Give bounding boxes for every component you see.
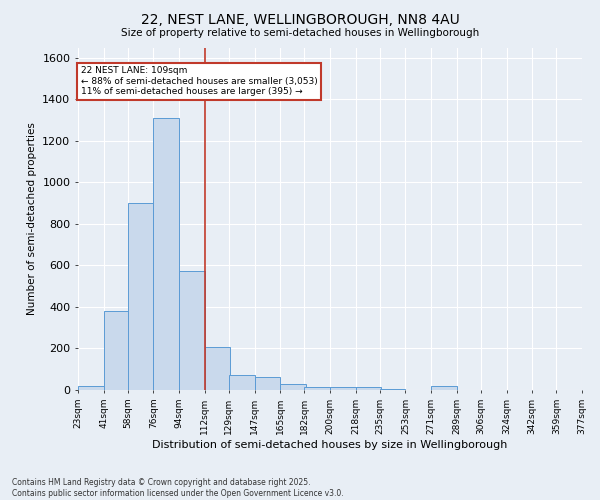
Text: Size of property relative to semi-detached houses in Wellingborough: Size of property relative to semi-detach…	[121, 28, 479, 38]
Bar	[356, 387, 381, 390]
Bar	[104, 311, 129, 390]
Text: 22 NEST LANE: 109sqm
← 88% of semi-detached houses are smaller (3,053)
11% of se: 22 NEST LANE: 109sqm ← 88% of semi-detac…	[81, 66, 317, 96]
Text: Contains HM Land Registry data © Crown copyright and database right 2025.
Contai: Contains HM Land Registry data © Crown c…	[12, 478, 344, 498]
Text: 22, NEST LANE, WELLINGBOROUGH, NN8 4AU: 22, NEST LANE, WELLINGBOROUGH, NN8 4AU	[140, 12, 460, 26]
Bar	[205, 348, 230, 390]
Bar	[154, 118, 179, 390]
Bar	[229, 376, 254, 390]
X-axis label: Distribution of semi-detached houses by size in Wellingborough: Distribution of semi-detached houses by …	[152, 440, 508, 450]
Bar	[380, 389, 406, 390]
Bar	[128, 203, 154, 390]
Bar	[431, 386, 457, 390]
Bar	[254, 376, 280, 390]
Bar	[179, 270, 205, 390]
Bar	[280, 384, 306, 390]
Bar	[330, 387, 356, 390]
Bar	[304, 387, 330, 390]
Y-axis label: Number of semi-detached properties: Number of semi-detached properties	[26, 122, 37, 315]
Bar	[78, 386, 104, 390]
